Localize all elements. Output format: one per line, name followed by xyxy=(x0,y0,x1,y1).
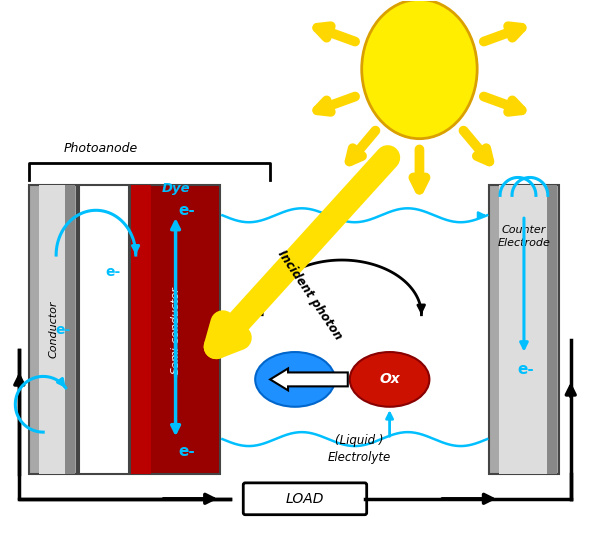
Text: Semi-conductor: Semi-conductor xyxy=(170,286,181,374)
FancyArrow shape xyxy=(270,368,348,390)
Bar xyxy=(131,185,220,474)
Text: e-: e- xyxy=(518,362,535,377)
Text: Ox: Ox xyxy=(379,373,400,386)
Text: Conductor: Conductor xyxy=(48,301,58,358)
Text: e-: e- xyxy=(179,203,196,218)
Bar xyxy=(131,185,151,474)
Bar xyxy=(499,185,547,474)
Text: Counter
Electrode: Counter Electrode xyxy=(497,225,550,248)
Text: e-: e- xyxy=(105,265,121,279)
Bar xyxy=(489,185,559,474)
Bar xyxy=(65,185,75,474)
Bar xyxy=(29,185,77,474)
Ellipse shape xyxy=(350,352,430,407)
Text: Photoanode: Photoanode xyxy=(64,142,138,155)
Text: e-: e- xyxy=(179,443,196,458)
Text: e-: e- xyxy=(55,322,71,337)
Bar xyxy=(39,185,65,474)
Text: Incident photon: Incident photon xyxy=(275,248,345,342)
Bar xyxy=(79,185,129,474)
Ellipse shape xyxy=(362,0,477,139)
Text: LOAD: LOAD xyxy=(286,492,324,506)
Text: Red: Red xyxy=(280,373,310,386)
Text: Dye: Dye xyxy=(161,182,190,196)
Ellipse shape xyxy=(255,352,335,407)
Bar xyxy=(547,185,557,474)
Text: (Liquid )
Electrolyte: (Liquid ) Electrolyte xyxy=(328,434,391,464)
FancyBboxPatch shape xyxy=(243,483,367,515)
